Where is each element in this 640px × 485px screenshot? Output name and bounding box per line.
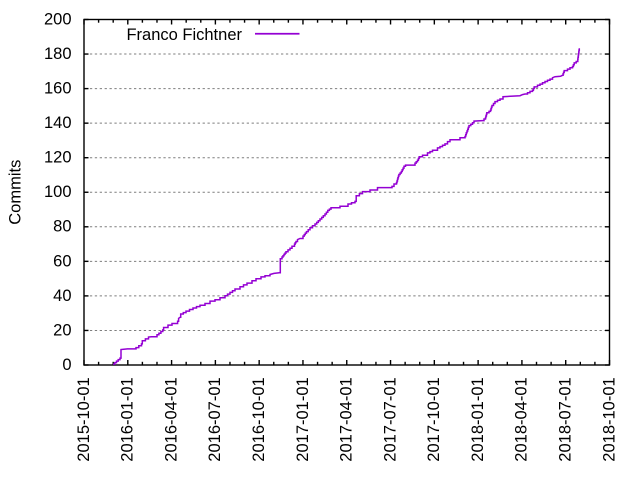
svg-text:0: 0: [62, 356, 71, 374]
svg-text:2018-04-01: 2018-04-01: [513, 377, 531, 461]
svg-text:100: 100: [44, 183, 72, 201]
svg-text:40: 40: [53, 287, 71, 305]
svg-text:160: 160: [44, 80, 72, 98]
svg-text:2017-10-01: 2017-10-01: [425, 377, 443, 461]
svg-text:2016-10-01: 2016-10-01: [250, 377, 268, 461]
svg-text:Franco Fichtner: Franco Fichtner: [126, 26, 242, 44]
svg-text:2015-10-01: 2015-10-01: [75, 377, 93, 461]
svg-text:Commits: Commits: [7, 160, 25, 225]
svg-text:140: 140: [44, 114, 72, 132]
svg-text:180: 180: [44, 45, 72, 63]
svg-text:2016-01-01: 2016-01-01: [119, 377, 137, 461]
svg-text:20: 20: [53, 321, 71, 339]
svg-text:80: 80: [53, 218, 71, 236]
svg-text:2017-07-01: 2017-07-01: [381, 377, 399, 461]
svg-text:2018-10-01: 2018-10-01: [600, 377, 618, 461]
svg-text:2017-04-01: 2017-04-01: [338, 377, 356, 461]
svg-text:2018-01-01: 2018-01-01: [469, 377, 487, 461]
svg-text:2017-01-01: 2017-01-01: [294, 377, 312, 461]
svg-text:120: 120: [44, 149, 72, 167]
svg-text:60: 60: [53, 252, 71, 270]
svg-text:2018-07-01: 2018-07-01: [557, 377, 575, 461]
svg-text:200: 200: [44, 10, 72, 28]
svg-text:2016-07-01: 2016-07-01: [206, 377, 224, 461]
svg-text:2016-04-01: 2016-04-01: [162, 377, 180, 461]
